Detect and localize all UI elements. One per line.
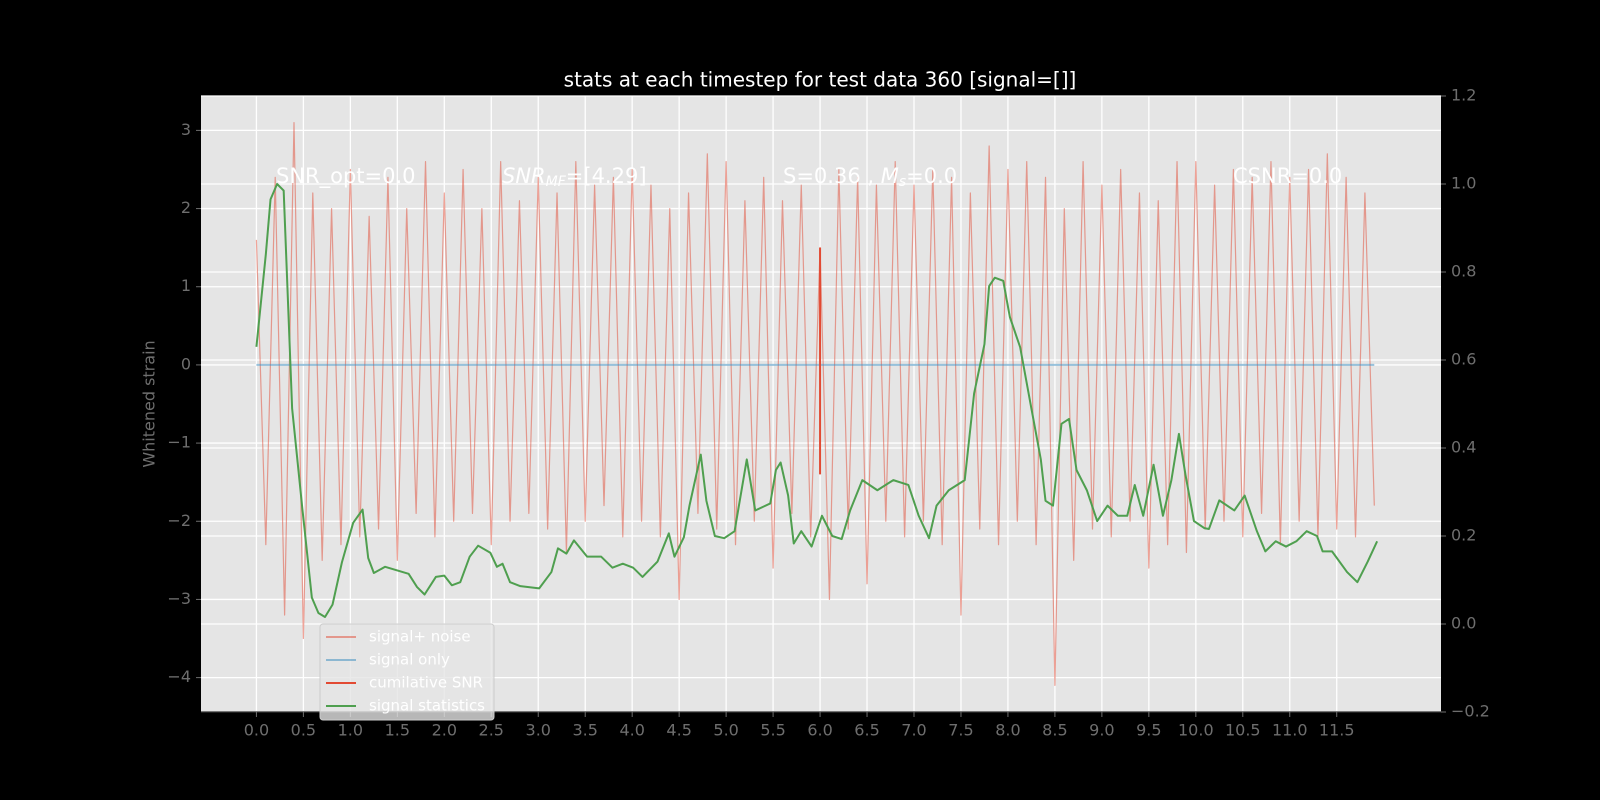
chart-title: stats at each timestep for test data 360… <box>564 68 1077 92</box>
x-tick-label: 10.0 <box>1178 721 1214 740</box>
legend-label: signal statistics <box>369 697 485 715</box>
x-tick-label: 5.5 <box>760 721 785 740</box>
y-tick-label: −1 <box>167 433 191 452</box>
annotation-part: M <box>881 164 899 188</box>
annotation: S=0.36 , Ms=0.0 <box>783 164 957 190</box>
y2-tick-label: 1.0 <box>1451 174 1476 193</box>
x-tick-label: 2.0 <box>432 721 457 740</box>
legend-label: signal+ noise <box>369 628 471 646</box>
y2-tick-label: 1.2 <box>1451 86 1476 105</box>
x-tick-label: 11.0 <box>1272 721 1308 740</box>
x-tick-label: 5.0 <box>713 721 738 740</box>
annotation-part: SNR_opt=0.0 <box>276 164 416 189</box>
y2-tick-label: 0.8 <box>1451 262 1476 281</box>
legend-label: cumilative SNR <box>369 674 483 692</box>
x-tick-label: 4.0 <box>619 721 644 740</box>
x-tick-label: 1.5 <box>385 721 410 740</box>
x-tick-label: 10.5 <box>1225 721 1261 740</box>
annotations: SNR_opt=0.0 SNRMF=[4.29] S=0.36 , Ms=0.0 CS… <box>276 164 1342 190</box>
y-tick-label: −4 <box>167 667 191 686</box>
x-tick-label: 7.0 <box>901 721 926 740</box>
x-tick-label: 7.5 <box>948 721 973 740</box>
x-tick-label: 0.5 <box>291 721 316 740</box>
y2-tick-label: 0.6 <box>1451 350 1476 369</box>
annotation: CSNR=0.0 <box>1233 164 1342 188</box>
y2-tick-label: 0.0 <box>1451 614 1476 633</box>
y2-tick-label: 0.2 <box>1451 526 1476 545</box>
axes: −4 −3 −2 −1 0 1 2 3 −0.2 0.0 0.2 0.4 0.6 0.8 1.0 1.2 0.0… <box>167 86 1489 740</box>
legend-label: signal only <box>369 651 450 669</box>
annotation: SNRMF=[4.29] <box>502 164 647 190</box>
x-tick-label: 0.0 <box>244 721 269 740</box>
x-tick-label: 3.0 <box>526 721 551 740</box>
x-tick-label: 8.0 <box>995 721 1020 740</box>
y-tick-label: 2 <box>181 198 191 217</box>
x-tick-label: 6.0 <box>807 721 832 740</box>
y2-tick-label: −0.2 <box>1451 702 1490 721</box>
x-tick-label: 9.0 <box>1089 721 1114 740</box>
annotation-part: CSNR=0.0 <box>1233 164 1342 188</box>
y-tick-label: −2 <box>167 511 191 530</box>
x-tick-label: 11.5 <box>1319 721 1355 740</box>
y-tick-label: −3 <box>167 589 191 608</box>
annotation-part: =0.0 <box>906 164 957 188</box>
x-tick-label: 8.5 <box>1042 721 1067 740</box>
legend-box <box>319 623 495 721</box>
annotation: SNR_opt=0.0 <box>276 164 416 189</box>
annotation-part: SNR <box>502 164 546 188</box>
series-line <box>255 183 1379 618</box>
annotation-part: =[4.29] <box>566 164 647 188</box>
y-tick-label: 3 <box>181 120 191 139</box>
annotation-part: s <box>899 174 906 190</box>
x-tick-label: 6.5 <box>854 721 879 740</box>
y2-tick-label: 0.4 <box>1451 438 1476 457</box>
x-tick-label: 9.5 <box>1136 721 1161 740</box>
x-tick-label: 4.5 <box>666 721 691 740</box>
x-tick-label: 2.5 <box>479 721 504 740</box>
legend: signal+ noise signal only cumilative SNR si… <box>319 623 495 721</box>
annotation-part: S=0.36 , <box>783 164 881 188</box>
y-tick-label: 1 <box>181 276 191 295</box>
annotation-part: MF <box>546 174 567 190</box>
lines <box>255 121 1379 687</box>
x-tick-label: 1.0 <box>338 721 363 740</box>
y-tick-label: 0 <box>181 354 191 373</box>
x-tick-label: 3.5 <box>572 721 597 740</box>
y-axis-label: Whitened strain <box>140 340 159 467</box>
